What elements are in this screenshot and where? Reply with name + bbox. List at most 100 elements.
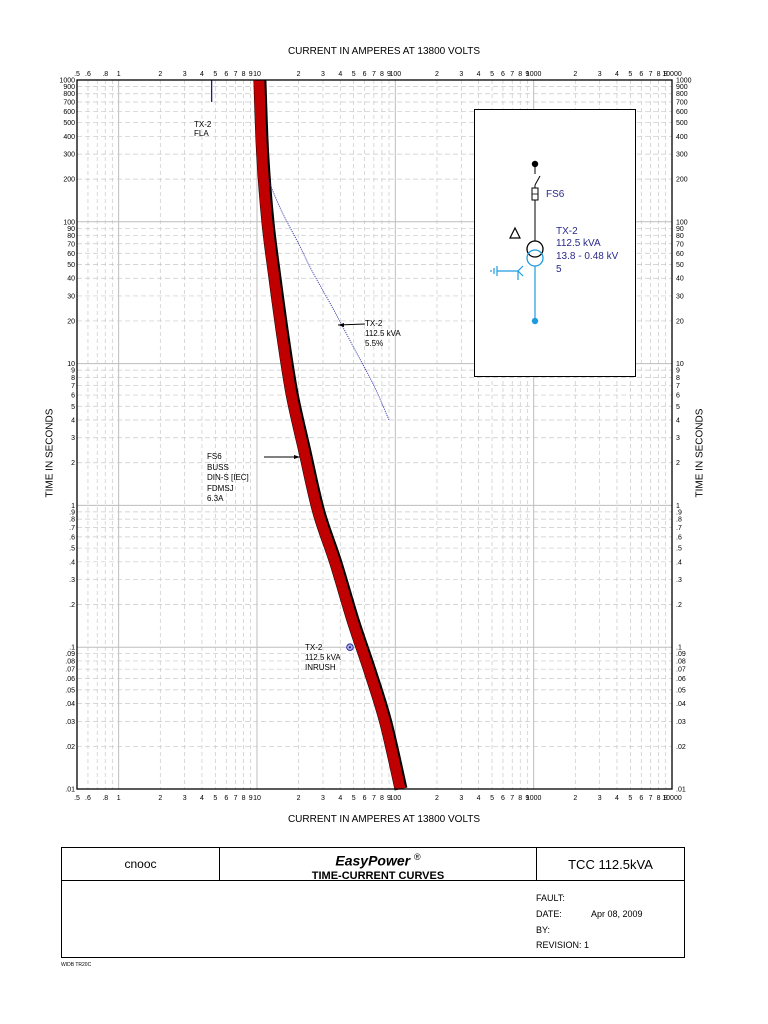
svg-text:9: 9: [525, 71, 529, 78]
svg-text:4: 4: [338, 795, 342, 802]
svg-text:4: 4: [615, 795, 619, 802]
svg-text:3: 3: [676, 435, 680, 442]
chart-type-title: TIME-CURRENT CURVES: [311, 869, 445, 882]
svg-text:9: 9: [249, 71, 253, 78]
svg-text:4: 4: [338, 71, 342, 78]
svg-text:8: 8: [242, 795, 246, 802]
svg-text:70: 70: [676, 241, 684, 248]
transformer-damage-curve: [267, 178, 390, 421]
svg-text:9: 9: [249, 795, 253, 802]
annotation-line: FS6: [207, 452, 222, 461]
annotation-line: TX-2: [365, 319, 383, 328]
switch-icon: [534, 175, 541, 186]
svg-text:.8: .8: [102, 795, 108, 802]
svg-text:.9: .9: [676, 509, 682, 516]
chart-curves: [210, 79, 408, 791]
svg-text:5: 5: [213, 795, 217, 802]
svg-text:.3: .3: [676, 577, 682, 584]
svg-text:600: 600: [676, 109, 688, 116]
svg-text:.01: .01: [676, 787, 686, 794]
svg-text:.07: .07: [676, 667, 686, 674]
drawing-title: TCC 112.5kVA: [568, 856, 653, 872]
svg-text:2: 2: [297, 795, 301, 802]
svg-text:4: 4: [71, 418, 75, 425]
date-label: DATE:: [536, 909, 562, 919]
company-name: cnooc: [124, 857, 157, 871]
fuse-curve-band: [253, 79, 408, 791]
by-label: BY:: [536, 925, 551, 935]
annotation-inrush: TX-2 112.5 kVA INRUSH: [305, 643, 341, 673]
svg-text:.06: .06: [65, 676, 75, 683]
svg-text:.1: .1: [676, 645, 682, 652]
svg-text:200: 200: [63, 177, 75, 184]
svg-text:10: 10: [67, 361, 75, 368]
svg-text:5: 5: [628, 795, 632, 802]
svg-text:7: 7: [510, 795, 514, 802]
svg-text:700: 700: [63, 99, 75, 106]
svg-text:.02: .02: [676, 744, 686, 751]
inrush-point-icon: [346, 643, 354, 652]
svg-text:.03: .03: [65, 719, 75, 726]
svg-text:1: 1: [117, 795, 121, 802]
svg-text:.6: .6: [85, 795, 91, 802]
svg-text:.8: .8: [676, 517, 682, 524]
revision-value: 1: [584, 940, 590, 950]
axis-tick-labels: .5.5.6.6.8.81122334455667788991010223344…: [59, 71, 691, 802]
svg-text:5: 5: [352, 795, 356, 802]
svg-text:.9: .9: [69, 509, 75, 516]
annotation-line: FLA: [194, 129, 209, 138]
annotation-line: FDMSJ: [207, 483, 234, 493]
damage-leader-arrow: [337, 323, 366, 327]
svg-text:400: 400: [63, 134, 75, 141]
svg-text:40: 40: [676, 276, 684, 283]
top-x-axis-title: CURRENT IN AMPERES AT 13800 VOLTS: [287, 46, 481, 57]
svg-text:8: 8: [657, 71, 661, 78]
svg-text:7: 7: [676, 383, 680, 390]
svg-text:7: 7: [234, 795, 238, 802]
software-header: EasyPower ® TIME-CURRENT CURVES: [220, 849, 536, 882]
revision-row: REVISION: 1: [536, 940, 589, 950]
svg-text:90: 90: [67, 226, 75, 233]
svg-text:.6: .6: [85, 71, 91, 78]
svg-text:4: 4: [477, 795, 481, 802]
svg-text:3: 3: [459, 795, 463, 802]
svg-text:20: 20: [67, 318, 75, 325]
annotation-damage: TX-2 112.5 kVA 5.5%: [365, 319, 401, 349]
svg-text:2: 2: [573, 71, 577, 78]
svg-text:2: 2: [573, 795, 577, 802]
svg-text:6: 6: [224, 795, 228, 802]
svg-text:4: 4: [676, 418, 680, 425]
registered-mark: ®: [413, 852, 421, 862]
svg-text:300: 300: [676, 152, 688, 159]
svg-text:10: 10: [676, 361, 684, 368]
svg-text:9: 9: [525, 795, 529, 802]
svg-text:8: 8: [380, 71, 384, 78]
svg-text:600: 600: [63, 109, 75, 116]
title-block-divider: [61, 880, 536, 881]
svg-text:3: 3: [321, 795, 325, 802]
svg-text:9: 9: [387, 795, 391, 802]
svg-text:6: 6: [363, 71, 367, 78]
svg-text:300: 300: [63, 152, 75, 159]
svg-text:.7: .7: [69, 525, 75, 532]
svg-text:90: 90: [676, 226, 684, 233]
svg-text:.7: .7: [676, 525, 682, 532]
transformer-secondary-icon: [526, 249, 544, 267]
annotation-fla: TX-2 FLA: [194, 120, 211, 138]
svg-text:900: 900: [63, 84, 75, 91]
svg-text:2: 2: [297, 71, 301, 78]
svg-text:70: 70: [67, 241, 75, 248]
svg-text:40: 40: [67, 276, 75, 283]
annotation-line: 112.5 kVA: [305, 653, 341, 662]
svg-text:.03: .03: [676, 719, 686, 726]
svg-text:6: 6: [501, 71, 505, 78]
svg-text:2: 2: [158, 71, 162, 78]
svg-text:5: 5: [676, 404, 680, 411]
annotation-line: BUSS: [207, 462, 229, 472]
svg-text:7: 7: [510, 71, 514, 78]
annotation-line: DIN-S [IEC]: [207, 473, 249, 482]
svg-text:10: 10: [253, 71, 261, 78]
footer-code: WIDB TR20C: [61, 962, 92, 968]
svg-text:3: 3: [321, 71, 325, 78]
bottom-x-axis-title: CURRENT IN AMPERES AT 13800 VOLTS: [287, 814, 481, 825]
